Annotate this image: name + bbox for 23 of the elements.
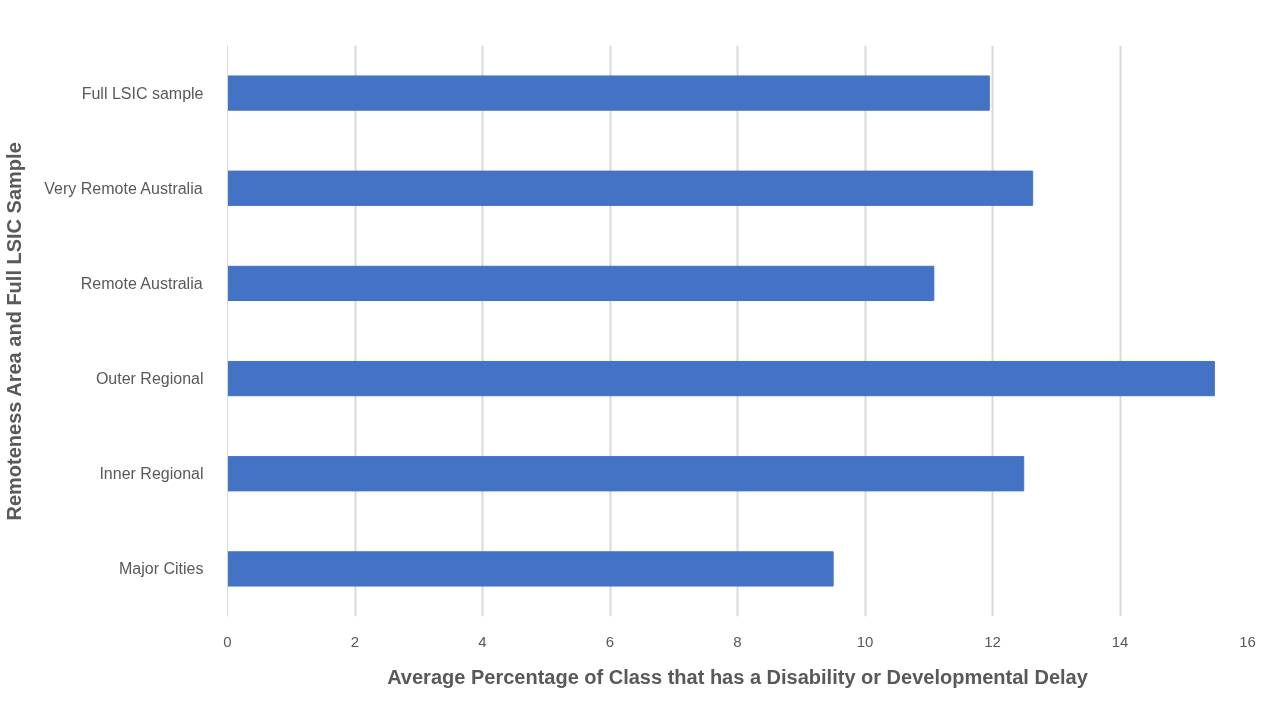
y-tick-label: Outer Regional (95, 370, 204, 388)
x-tick-label: 2 (350, 632, 360, 650)
y-tick-label: Remote Australia (80, 274, 203, 292)
bar (227, 360, 1215, 397)
x-tick-label: 0 (223, 632, 232, 650)
y-tick-label: Full LSIC sample (81, 84, 204, 102)
bar (227, 551, 834, 587)
bar (227, 75, 990, 111)
x-tick-label: 14 (1111, 632, 1129, 650)
x-tick-label: 4 (478, 632, 487, 650)
x-axis-title: Average Percentage of Class that has a Disability or Developmental Delay (387, 665, 1089, 688)
bar (227, 456, 1025, 492)
bar (227, 265, 935, 302)
x-tick-label: 12 (984, 632, 1001, 650)
x-tick-label: 10 (856, 632, 874, 650)
y-tick-label: Major Cities (119, 560, 204, 578)
x-tick-label: 8 (733, 632, 742, 650)
bar (227, 170, 1034, 206)
y-axis-title: Remoteness Area and Full LSIC Sample (3, 142, 26, 521)
x-tick-label: 16 (1239, 632, 1256, 650)
y-tick-label: Inner Regional (99, 465, 204, 483)
y-tick-label: Very Remote Australia (44, 179, 203, 197)
x-tick-label: 6 (605, 632, 615, 650)
